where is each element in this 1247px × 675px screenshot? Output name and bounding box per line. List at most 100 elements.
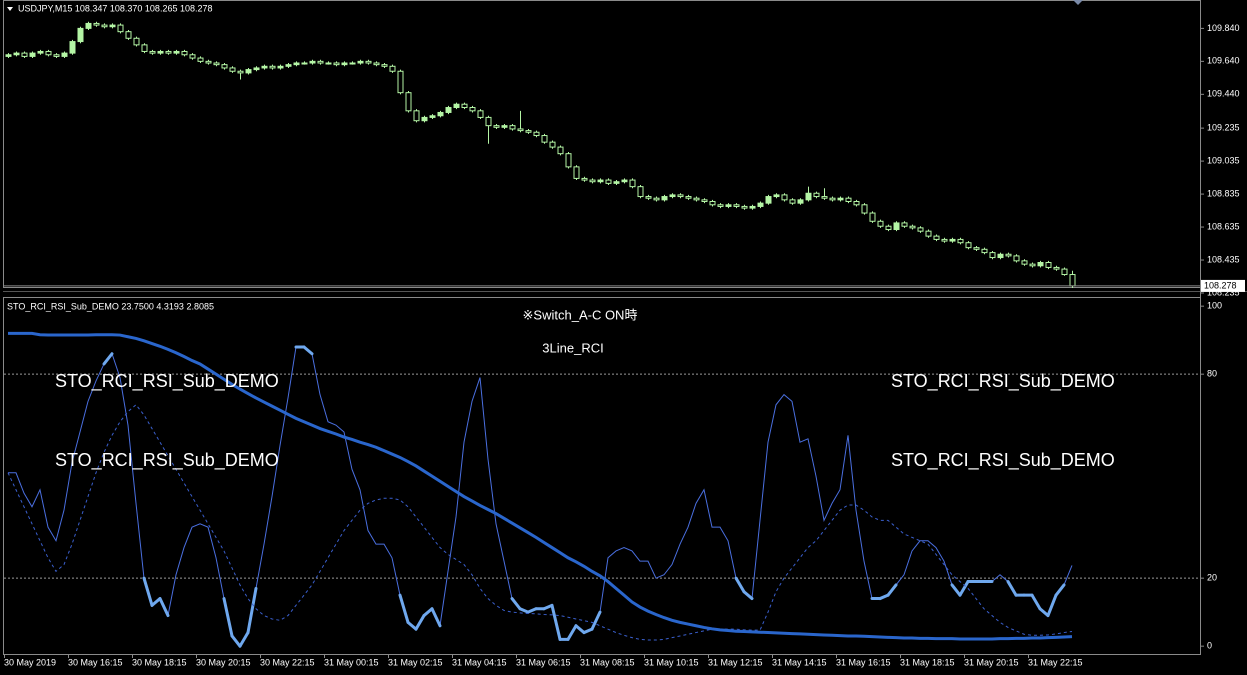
bear-candle-body — [1069, 274, 1076, 287]
bear-candle-body — [165, 50, 172, 54]
bear-candle-body — [93, 22, 100, 26]
extreme-highlight — [510, 597, 522, 611]
x-tick-label: 31 May 12:15 — [708, 657, 763, 667]
x-tick-label: 31 May 10:15 — [644, 657, 699, 667]
bull-candle-body — [437, 111, 444, 117]
extreme-highlight — [1046, 593, 1058, 618]
bull-candle-body — [277, 65, 284, 69]
bear-candle-body — [525, 130, 532, 133]
bear-candle-body — [581, 177, 588, 181]
bear-candle-body — [701, 199, 708, 202]
last-price-box — [1201, 279, 1245, 292]
y-tick-label: 108.835 — [1207, 188, 1240, 198]
bear-candle-body — [237, 70, 244, 74]
extreme-highlight — [398, 593, 410, 624]
extreme-highlight — [1054, 583, 1066, 597]
bull-candle-body — [1037, 261, 1044, 267]
bear-candle-body — [541, 135, 548, 143]
x-tick-label: 31 May 22:15 — [1028, 657, 1083, 667]
indicator-line — [7, 404, 1073, 641]
bull-candle-body — [773, 194, 780, 198]
bear-candle-body — [189, 54, 196, 59]
y-tick-label: 20 — [1207, 573, 1217, 583]
extreme-highlight — [950, 583, 962, 597]
extreme-highlight — [1038, 607, 1050, 618]
bull-candle-body — [285, 64, 292, 67]
bear-candle-body — [741, 205, 748, 209]
bear-candle-body — [941, 238, 948, 242]
bear-candle-body — [853, 200, 860, 206]
bull-candle-body — [309, 60, 316, 64]
bear-candle-body — [317, 60, 324, 64]
bear-candle-body — [397, 70, 404, 94]
bear-candle-body — [981, 248, 988, 254]
bull-candle-body — [69, 41, 76, 54]
bear-candle-body — [589, 179, 596, 183]
x-tick-label: 30 May 16:15 — [68, 657, 123, 667]
x-tick-label: 31 May 16:15 — [836, 657, 891, 667]
bull-candle-body — [157, 50, 164, 54]
annotation: ※Switch_A-C ON時 — [523, 307, 638, 322]
bear-candle-body — [365, 60, 372, 64]
bear-candle-body — [965, 242, 972, 249]
bull-candle-body — [597, 179, 604, 183]
bear-candle-body — [517, 128, 524, 132]
extreme-highlight — [422, 607, 434, 618]
annotation: STO_RCI_RSI_Sub_DEMO — [55, 371, 279, 392]
bull-candle-body — [757, 202, 764, 207]
extreme-highlight — [158, 597, 170, 618]
indicator-line — [8, 331, 1073, 641]
annotation: STO_RCI_RSI_Sub_DEMO — [891, 450, 1115, 471]
bear-candle-body — [1053, 266, 1060, 270]
bull-candle-body — [173, 50, 180, 54]
x-tick-label: 30 May 20:15 — [196, 657, 251, 667]
bull-candle-body — [245, 69, 252, 74]
bear-candle-body — [45, 50, 52, 56]
bear-candle-body — [973, 247, 980, 250]
bear-candle-body — [717, 204, 724, 207]
extreme-highlight — [958, 580, 970, 597]
bull-candle-body — [749, 205, 756, 209]
bear-candle-body — [845, 197, 852, 202]
y-tick-label: 109.840 — [1207, 23, 1240, 33]
extreme-highlight — [150, 597, 162, 607]
extreme-highlight — [102, 352, 114, 366]
bear-candle-body — [1029, 263, 1036, 267]
bull-candle-body — [837, 197, 844, 201]
bear-candle-body — [813, 192, 820, 198]
bear-candle-body — [645, 196, 652, 199]
bear-candle-body — [197, 57, 204, 62]
extreme-highlight — [1030, 593, 1042, 611]
y-tick-label: 100 — [1207, 301, 1222, 311]
bull-candle-body — [421, 116, 428, 122]
y-tick-label: 108.635 — [1207, 221, 1240, 231]
x-tick-label: 31 May 14:15 — [772, 657, 827, 667]
bull-candle-body — [261, 65, 268, 69]
indicator-header: STO_RCI_RSI_Sub_DEMO 23.7500 4.3193 2.80… — [7, 301, 214, 311]
extreme-highlight — [142, 576, 154, 607]
bear-candle-body — [685, 196, 692, 199]
bull-candle-body — [357, 60, 364, 64]
bull-candle-body — [621, 179, 628, 183]
bear-candle-body — [829, 197, 836, 201]
bear-candle-body — [989, 252, 996, 259]
bull-candle-body — [765, 196, 772, 204]
extreme-highlight — [1006, 580, 1018, 597]
menu-triangle[interactable] — [7, 7, 13, 11]
bear-candle-body — [221, 64, 228, 69]
bear-candle-body — [205, 60, 212, 64]
y-tick-label: 109.640 — [1207, 56, 1240, 66]
bear-candle-body — [1045, 261, 1052, 268]
extreme-highlight — [734, 576, 746, 594]
bear-candle-body — [901, 222, 908, 227]
bear-candle-body — [629, 179, 636, 188]
bear-candle-body — [461, 103, 468, 109]
extreme-highlight — [222, 597, 234, 638]
bear-candle-body — [141, 44, 148, 52]
bear-candle-body — [1061, 268, 1068, 276]
bear-candle-body — [909, 225, 916, 229]
bull-candle-body — [805, 192, 812, 201]
bear-candle-body — [957, 238, 964, 244]
bear-candle-body — [477, 110, 484, 118]
